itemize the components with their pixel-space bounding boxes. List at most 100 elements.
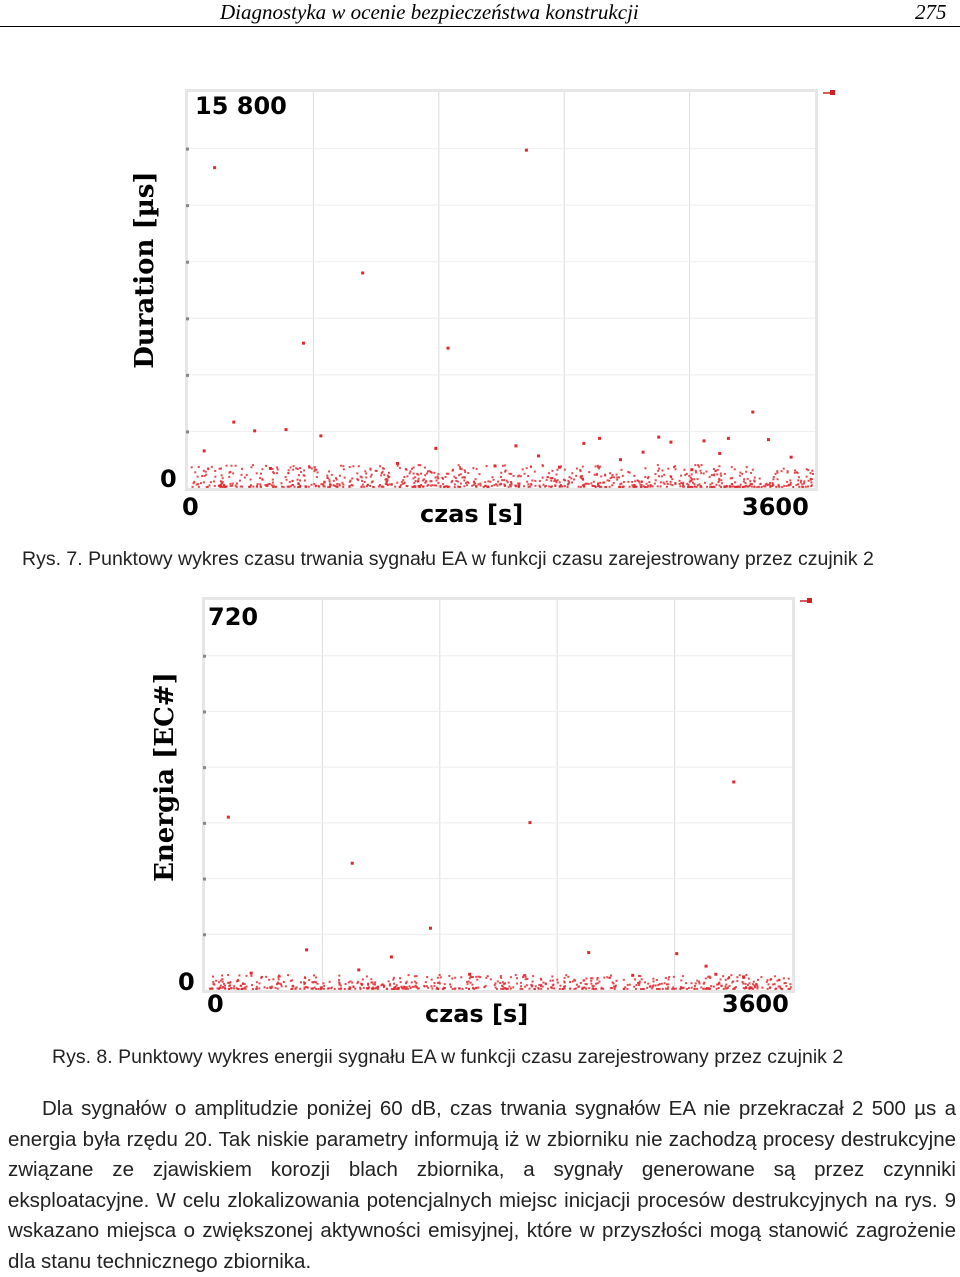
data-point-band	[448, 485, 451, 488]
data-point-band	[728, 976, 731, 979]
data-point-band	[634, 987, 637, 990]
data-point-band	[354, 987, 357, 990]
data-point-band	[549, 979, 552, 982]
data-point-band	[621, 474, 624, 477]
data-point-band	[558, 481, 561, 484]
data-point-band	[551, 975, 554, 978]
data-point-band	[598, 980, 601, 983]
data-point-band	[280, 985, 283, 988]
body-paragraph: Dla sygnałów o amplitudzie poniżej 60 dB…	[8, 1094, 956, 1277]
data-point-band	[648, 481, 651, 484]
data-point-band	[512, 474, 515, 477]
data-point-band	[631, 484, 634, 487]
data-point-band	[524, 985, 527, 988]
data-point-band	[224, 987, 227, 990]
data-point-band	[313, 483, 316, 486]
data-point-band	[217, 484, 220, 487]
data-point-band	[207, 468, 210, 471]
data-point-band	[530, 985, 533, 988]
data-point	[514, 444, 518, 448]
data-point-band	[313, 466, 316, 469]
data-point-band	[559, 984, 562, 987]
data-point-band	[425, 472, 428, 475]
data-point-band	[734, 481, 737, 484]
data-point-band	[717, 987, 720, 990]
data-point-band	[214, 475, 217, 478]
data-point-band	[451, 987, 454, 990]
data-point-band	[388, 483, 391, 486]
data-point-band	[292, 985, 295, 988]
data-point-band	[564, 479, 567, 482]
data-point-band	[269, 986, 272, 989]
data-point-band	[751, 468, 754, 471]
data-point-band	[512, 986, 515, 989]
data-point-band	[807, 469, 810, 472]
data-point-band	[383, 473, 386, 476]
data-point-band	[381, 983, 384, 986]
data-point-band	[656, 464, 659, 467]
data-point-band	[303, 479, 306, 482]
data-point-band	[688, 485, 691, 488]
data-point-band	[666, 483, 669, 486]
data-point-band	[218, 981, 221, 984]
data-point-band	[466, 980, 469, 983]
data-point-band	[748, 982, 751, 985]
data-point-band	[682, 481, 685, 484]
data-point-band	[772, 478, 775, 481]
data-point-band	[209, 481, 212, 484]
data-point-band	[378, 484, 381, 487]
data-point-band	[342, 468, 345, 471]
data-point-band	[709, 977, 712, 980]
data-point-band	[797, 479, 800, 482]
data-point-band	[690, 986, 693, 989]
data-point-band	[348, 987, 351, 990]
data-point-band	[369, 475, 372, 478]
axis-tick	[186, 430, 189, 434]
data-point-band	[773, 983, 776, 986]
data-point-band	[698, 982, 701, 985]
data-point-band	[671, 987, 674, 990]
data-point-band	[533, 470, 536, 473]
data-point-band	[267, 483, 270, 486]
data-point-band	[458, 474, 461, 477]
data-point-band	[288, 480, 291, 483]
data-point-band	[367, 982, 370, 985]
data-point-band	[674, 465, 677, 468]
data-point-band	[600, 485, 603, 488]
data-point-band	[568, 481, 571, 484]
data-point-band	[413, 975, 416, 978]
data-point-band	[441, 987, 444, 990]
data-point-band	[479, 976, 482, 979]
data-point-band	[732, 987, 735, 990]
data-point-band	[402, 985, 405, 988]
data-point-band	[681, 483, 684, 486]
data-point	[434, 446, 438, 450]
data-point-band	[746, 983, 749, 986]
data-point-band	[767, 983, 770, 986]
data-point-band	[385, 480, 388, 483]
data-point	[631, 973, 635, 977]
data-point-band	[284, 475, 287, 478]
data-point-band	[438, 982, 441, 985]
data-point-band	[400, 480, 403, 483]
page-header: Diagnostyka w ocenie bezpieczeństwa kons…	[0, 0, 960, 27]
data-point-band	[219, 480, 222, 483]
data-point-band	[609, 472, 612, 475]
data-point-band	[571, 980, 574, 983]
data-point-band	[563, 981, 566, 984]
data-point	[226, 815, 230, 819]
data-point-band	[363, 485, 366, 488]
data-point-band	[443, 987, 446, 990]
data-point-band	[556, 479, 559, 482]
data-point-band	[663, 473, 666, 476]
data-point-band	[563, 985, 566, 988]
data-point-band	[466, 484, 469, 487]
data-point-band	[299, 467, 302, 470]
data-point-band	[381, 467, 384, 470]
data-point-band	[744, 982, 747, 985]
data-point-band	[570, 481, 573, 484]
data-point-band	[734, 485, 737, 488]
data-point-band	[748, 987, 751, 990]
data-point-band	[606, 479, 609, 482]
data-point-band	[399, 977, 402, 980]
